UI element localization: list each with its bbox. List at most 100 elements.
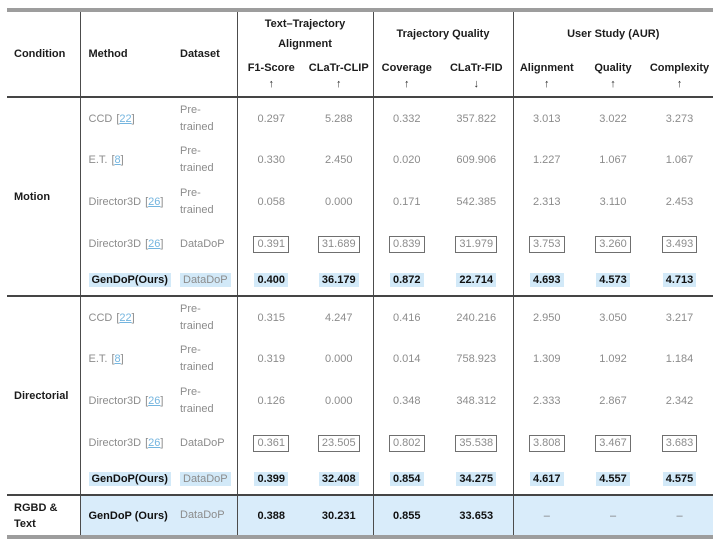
table-row: E.T. [8] Pre-trained 0.330 2.450 0.020 60… (7, 139, 713, 181)
quality-cell: 3.022 (599, 112, 627, 125)
quality-cell: 4.573 (580, 265, 646, 296)
method-cell: Director3D [26] (88, 196, 164, 208)
method-header: Method (88, 48, 128, 60)
method-cell: GenDoP (Ours) (80, 495, 172, 537)
complexity-cell: 2.453 (665, 196, 694, 208)
col-quality: Quality ↑ (580, 56, 646, 97)
up-arrow-icon: ↑ (544, 78, 550, 90)
complexity-cell: 1.067 (665, 154, 694, 166)
method-cell: CCD [22] (88, 112, 135, 125)
method-cell: E.T. [8] (88, 353, 124, 365)
citation-link[interactable]: [8] (111, 154, 124, 166)
citation-link[interactable]: [26] (145, 437, 164, 449)
section-rgbd-text: RGBD & Text GenDoP (Ours) DataDoP 0.388 … (7, 495, 713, 537)
quality-cell: 4.557 (580, 464, 646, 495)
table-header: Condition Method Dataset Text–Trajectory… (7, 10, 713, 97)
coverage-cell: 0.802 (373, 422, 440, 464)
dataset-cell: Pre-trained (172, 97, 238, 139)
alignment-cell: 4.693 (513, 265, 580, 296)
paper-table-figure: Condition Method Dataset Text–Trajectory… (7, 8, 713, 539)
section-directorial: Directorial CCD [22] Pre-trained 0.315 4.… (7, 296, 713, 495)
table-row: Director3D [26] Pre-trained 0.126 0.000 0… (7, 380, 713, 422)
dataset-cell: DataDoP (172, 495, 238, 537)
table-row: Motion CCD [22] Pre-trained 0.297 5.288 0… (7, 97, 713, 296)
results-table: Condition Method Dataset Text–Trajectory… (7, 8, 713, 539)
quality-cell: – (580, 495, 646, 537)
citation-link[interactable]: [26] (145, 238, 164, 250)
dataset-cell: DataDoP (172, 464, 238, 495)
alignment-cell: 2.333 (532, 395, 561, 407)
col-complexity: Complexity ↑ (646, 56, 713, 97)
complexity-cell: 2.342 (665, 395, 694, 407)
f1-cell: 0.400 (237, 265, 305, 296)
quality-cell: 3.260 (580, 223, 646, 265)
citation-link[interactable]: [8] (111, 353, 124, 365)
fid-cell: 33.653 (440, 495, 514, 537)
up-arrow-icon: ↑ (404, 78, 410, 90)
clip-cell: 0.000 (305, 380, 374, 422)
clip-cell: 32.408 (305, 464, 374, 495)
complexity-cell: 4.713 (646, 265, 713, 296)
table-row: Directorial CCD [22] Pre-trained 0.315 4.… (7, 296, 713, 495)
table-row: Director3D [26] DataDoP 0.391 31.689 0.83… (7, 223, 713, 265)
f1-cell: 0.330 (257, 154, 286, 166)
complexity-cell: 3.273 (665, 112, 694, 125)
coverage-cell: 0.348 (392, 395, 421, 407)
fid-cell: 758.923 (440, 338, 514, 380)
group-text-trajectory-alignment: Text–Trajectory Alignment (237, 10, 374, 56)
alignment-cell: 3.013 (532, 112, 561, 125)
f1-cell: 0.315 (257, 311, 286, 324)
method-cell: CCD [22] (88, 311, 135, 324)
up-arrow-icon: ↑ (268, 78, 275, 90)
table-row: Director3D [26] Pre-trained 0.058 0.000 0… (7, 181, 713, 223)
quality-cell: 3.050 (599, 311, 627, 324)
citation-link[interactable]: [26] (145, 395, 164, 407)
clip-cell: 36.179 (305, 265, 374, 296)
alignment-cell: 4.617 (513, 464, 580, 495)
method-cell: Director3D [26] (88, 395, 164, 407)
fid-cell: 22.714 (440, 265, 514, 296)
coverage-cell: 0.014 (392, 353, 421, 365)
clip-cell: 0.000 (305, 338, 374, 380)
citation-link[interactable]: [22] (116, 311, 135, 324)
fid-cell: 348.312 (440, 380, 514, 422)
clip-cell: 4.247 (305, 296, 374, 338)
method-cell: Director3D [26] (88, 437, 164, 449)
table-row-ours: GenDoP(Ours) DataDoP 0.399 32.408 0.854 … (7, 464, 713, 495)
quality-cell: 3.110 (599, 196, 627, 208)
fid-cell: 357.822 (440, 97, 514, 139)
condition-header: Condition (7, 10, 81, 97)
coverage-cell: 0.839 (373, 223, 440, 265)
quality-cell: 1.067 (599, 154, 627, 166)
coverage-cell: 0.332 (392, 112, 421, 125)
alignment-cell: 1.309 (532, 353, 561, 365)
method-cell: Director3D [26] (88, 238, 164, 250)
clip-cell: 2.450 (305, 139, 374, 181)
f1-cell: 0.361 (237, 422, 305, 464)
clip-cell: 30.231 (305, 495, 374, 537)
table-row: Director3D [26] DataDoP 0.361 23.505 0.80… (7, 422, 713, 464)
f1-cell: 0.319 (257, 353, 286, 365)
complexity-cell: 3.493 (646, 223, 713, 265)
f1-cell: 0.399 (237, 464, 305, 495)
citation-link[interactable]: [26] (145, 196, 164, 208)
complexity-cell: 3.683 (646, 422, 713, 464)
up-arrow-icon: ↑ (610, 78, 616, 90)
group-trajectory-quality: Trajectory Quality (373, 10, 514, 56)
quality-cell: 1.092 (599, 353, 627, 365)
method-cell: E.T. [8] (88, 154, 124, 166)
table-row-ours: GenDoP(Ours) DataDoP 0.400 36.179 0.872 … (7, 265, 713, 296)
coverage-cell: 0.872 (373, 265, 440, 296)
table-row-rgbd: RGBD & Text GenDoP (Ours) DataDoP 0.388 … (7, 495, 713, 537)
alignment-cell: 2.950 (532, 311, 561, 324)
f1-cell: 0.391 (237, 223, 305, 265)
dataset-cell: Pre-trained (172, 181, 238, 223)
col-clatr-fid: CLaTr-FID ↓ (440, 56, 514, 97)
condition-cell: Directorial (7, 296, 81, 495)
citation-link[interactable]: [22] (116, 112, 135, 125)
clip-cell: 0.000 (305, 181, 374, 223)
complexity-cell: – (646, 495, 713, 537)
dataset-cell: Pre-trained (172, 139, 238, 181)
alignment-cell: 3.808 (513, 422, 580, 464)
alignment-cell: 3.753 (513, 223, 580, 265)
